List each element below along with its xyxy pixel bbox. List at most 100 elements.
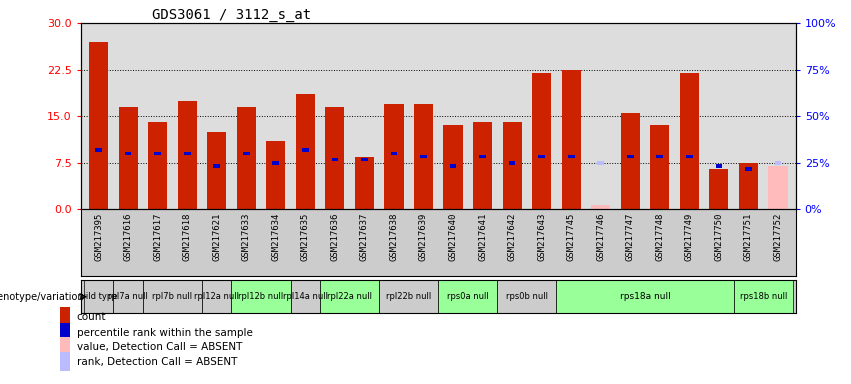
Bar [385, 104, 403, 209]
Text: GSM217752: GSM217752 [774, 213, 782, 261]
Text: rpl12b null: rpl12b null [238, 292, 283, 301]
Bar [302, 149, 309, 152]
Text: GSM217643: GSM217643 [537, 213, 546, 261]
Bar [591, 205, 610, 209]
Bar [207, 132, 226, 209]
Bar [332, 158, 338, 162]
Bar [768, 166, 787, 209]
Text: GSM217616: GSM217616 [123, 213, 133, 261]
Text: rpl14a null: rpl14a null [283, 292, 328, 301]
Text: rps18b null: rps18b null [740, 292, 787, 301]
Bar [83, 280, 113, 313]
Bar [118, 107, 138, 209]
Bar [320, 280, 380, 313]
Text: GSM217638: GSM217638 [390, 213, 398, 261]
Text: GSM217641: GSM217641 [478, 213, 487, 261]
Bar [709, 169, 728, 209]
Bar [774, 161, 781, 165]
Bar [143, 280, 202, 313]
Bar [89, 42, 108, 209]
Text: rank, Detection Call = ABSENT: rank, Detection Call = ABSENT [77, 357, 237, 367]
Bar [443, 126, 463, 209]
Text: rpl12a null: rpl12a null [194, 292, 239, 301]
Text: genotype/variation: genotype/variation [0, 291, 83, 302]
Bar [184, 152, 191, 155]
Bar [509, 161, 516, 165]
Bar [266, 141, 285, 209]
Bar [449, 164, 456, 168]
Text: rps0b null: rps0b null [505, 292, 548, 301]
Bar [420, 155, 427, 158]
Bar [95, 149, 102, 152]
Text: rps0a null: rps0a null [447, 292, 488, 301]
Bar [202, 280, 231, 313]
Bar [502, 122, 522, 209]
Text: percentile rank within the sample: percentile rank within the sample [77, 328, 253, 338]
Text: GSM217639: GSM217639 [419, 213, 428, 261]
Bar [355, 157, 374, 209]
Text: rpl7b null: rpl7b null [152, 292, 192, 301]
Text: GSM217746: GSM217746 [597, 213, 605, 261]
Bar [243, 152, 249, 155]
Text: GSM217617: GSM217617 [153, 213, 163, 261]
Bar [325, 107, 345, 209]
Text: GSM217637: GSM217637 [360, 213, 369, 261]
Text: rps18a null: rps18a null [620, 292, 671, 301]
Bar [60, 352, 70, 371]
Bar [125, 152, 131, 155]
Text: GSM217745: GSM217745 [567, 213, 575, 261]
Text: wild type: wild type [79, 292, 117, 301]
Bar [296, 94, 315, 209]
Bar [60, 307, 70, 327]
Bar [680, 73, 699, 209]
Text: GSM217618: GSM217618 [183, 213, 191, 261]
Text: GSM217748: GSM217748 [655, 213, 665, 261]
Bar [497, 280, 557, 313]
Bar [438, 280, 497, 313]
Bar [272, 161, 279, 165]
Text: GSM217751: GSM217751 [744, 213, 753, 261]
Text: GSM217633: GSM217633 [242, 213, 251, 261]
Bar [113, 280, 143, 313]
Bar [60, 338, 70, 357]
Bar [650, 126, 670, 209]
Text: GSM217635: GSM217635 [301, 213, 310, 261]
Text: GSM217621: GSM217621 [212, 213, 221, 261]
Text: GSM217642: GSM217642 [507, 213, 517, 261]
Bar [231, 280, 290, 313]
Bar [568, 155, 574, 158]
Bar [656, 155, 663, 158]
Bar [532, 73, 551, 209]
Bar [473, 122, 492, 209]
Bar [391, 152, 397, 155]
Text: count: count [77, 312, 106, 322]
Bar [414, 104, 433, 209]
Bar [620, 113, 640, 209]
Bar [154, 152, 161, 155]
Text: GSM217395: GSM217395 [94, 213, 103, 261]
Bar [380, 280, 438, 313]
Bar [597, 161, 604, 165]
Text: rpl22b null: rpl22b null [386, 292, 431, 301]
Bar [716, 164, 722, 168]
Bar [60, 323, 70, 343]
Bar [627, 155, 634, 158]
Bar [739, 163, 758, 209]
Bar [361, 158, 368, 162]
Bar [562, 70, 580, 209]
Text: GDS3061 / 3112_s_at: GDS3061 / 3112_s_at [152, 8, 311, 22]
Bar [237, 107, 256, 209]
Bar [290, 280, 320, 313]
Bar [214, 164, 220, 168]
Text: value, Detection Call = ABSENT: value, Detection Call = ABSENT [77, 342, 242, 352]
Bar [734, 280, 793, 313]
Text: GSM217750: GSM217750 [714, 213, 723, 261]
Bar [479, 155, 486, 158]
Text: GSM217640: GSM217640 [448, 213, 458, 261]
Bar [557, 280, 734, 313]
Text: GSM217634: GSM217634 [271, 213, 280, 261]
Bar [686, 155, 693, 158]
Bar [178, 101, 197, 209]
Bar [745, 167, 751, 171]
Text: GSM217636: GSM217636 [330, 213, 340, 261]
